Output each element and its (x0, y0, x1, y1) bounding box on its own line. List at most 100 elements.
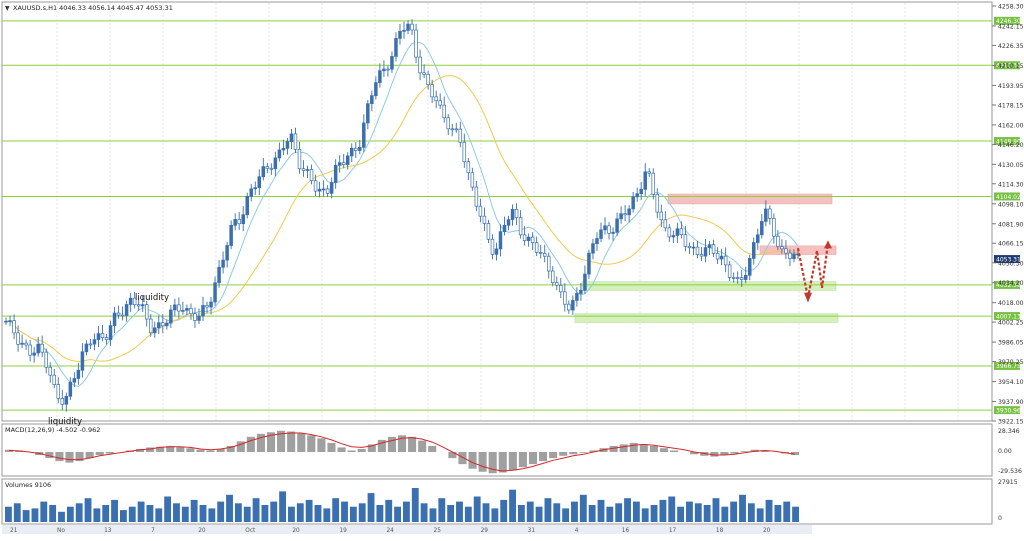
price-tick-label: 4002.25 (998, 320, 1024, 327)
candle-body (333, 164, 338, 183)
volume-bar (279, 491, 287, 522)
volume-bar (288, 506, 295, 522)
price-tick-label: 4146.20 (998, 142, 1024, 149)
volume-bar (49, 505, 57, 522)
candle-body (651, 172, 656, 195)
volume-bar (774, 505, 782, 522)
candle-body (88, 343, 93, 346)
time-label: 19 (339, 528, 347, 534)
candle-body (317, 188, 322, 192)
candle-body (374, 82, 378, 96)
candle-body (514, 209, 519, 218)
candle-body (756, 234, 760, 243)
candle-body (153, 327, 157, 334)
volume-bar (491, 508, 499, 522)
candle-body (293, 133, 298, 150)
candle-body (530, 236, 535, 244)
candle-body (213, 282, 217, 303)
time-label: 20 (198, 528, 206, 534)
volume-bar (332, 498, 340, 522)
macd-label: MACD(12,26,9) -4.502 -0.962 (5, 426, 100, 434)
candle-body (128, 297, 133, 305)
volume-bar (66, 506, 74, 522)
candle-body (116, 312, 121, 316)
level-tag-label: 4148.90 (996, 138, 1021, 145)
candle-body (277, 149, 282, 159)
volume-bar (349, 506, 357, 522)
candle-body (667, 227, 672, 238)
forecast-path (796, 243, 830, 298)
candle-body (655, 194, 660, 213)
price-tick-label: 4034.20 (998, 280, 1024, 287)
candle-body (599, 229, 603, 239)
price-tick-label: 4018.00 (998, 300, 1024, 307)
candle-body (4, 320, 8, 323)
candle-body (140, 304, 145, 307)
candle-body (410, 23, 414, 31)
time-label: 4 (575, 528, 579, 534)
volume-bar (429, 508, 437, 522)
level-tag-label: 3966.75 (996, 363, 1021, 370)
time-label: 18 (716, 528, 724, 534)
candle-body (735, 277, 740, 279)
candle-body (201, 305, 205, 317)
level-tag-label: 3930.96 (996, 407, 1021, 414)
volume-bar (703, 505, 711, 522)
candle-body (450, 128, 455, 131)
candle-body (297, 148, 302, 170)
candle-body (575, 293, 579, 301)
price-tick-label: 4162.00 (998, 122, 1024, 129)
candle-body (446, 117, 450, 130)
candle-body (563, 291, 567, 305)
macd-indicator: 28.346 0.00 -29.536 (4, 428, 1022, 475)
level-tag-label: 4246.30 (996, 18, 1021, 25)
time-label: 25 (434, 528, 442, 534)
candle-body (687, 245, 692, 249)
candle-body (169, 309, 173, 324)
candle-body (587, 252, 591, 275)
candle-body (197, 315, 201, 321)
candle-body (611, 231, 615, 234)
volume-bar (562, 508, 570, 522)
price-tick-label: 4114.30 (998, 181, 1024, 188)
candle-body (237, 219, 241, 225)
candle-body (301, 168, 306, 171)
grid (56, 3, 959, 420)
level-tag (994, 361, 1020, 370)
candle-body (402, 30, 406, 32)
price-tick-label: 4098.10 (998, 201, 1024, 208)
candle-body (84, 343, 89, 353)
candle-body (378, 70, 382, 83)
candle-body (72, 378, 77, 383)
candle-body (104, 337, 109, 341)
candle-body (12, 320, 16, 334)
candle-body (486, 223, 491, 240)
candle-body (24, 342, 28, 346)
candle-body (205, 305, 209, 308)
candle-body (792, 253, 796, 260)
candle-body (518, 217, 523, 236)
candle-body (522, 234, 527, 241)
candle-body (695, 246, 700, 255)
volume-bar (226, 494, 233, 522)
time-axis: 21 No 13 7 20 Oct 20 19 24 25 29 31 4 16 17 18 20 (2, 525, 812, 534)
candle-body (16, 332, 20, 345)
volume-bar (765, 499, 773, 522)
candle-body (289, 133, 294, 142)
level-tag-label: 4210.30 (996, 63, 1021, 70)
volume-axis-label: 27915 (998, 479, 1018, 486)
candles (4, 19, 800, 412)
candle-body (144, 304, 149, 320)
collapse-triangle-icon[interactable]: ▼ (5, 5, 10, 12)
volume-bar (739, 494, 746, 522)
volume-bar (526, 501, 534, 522)
macd-axis-label: -29.536 (998, 468, 1022, 475)
volume-bar (243, 506, 251, 522)
candle-body (482, 215, 487, 224)
time-label: 24 (386, 528, 394, 534)
macd-signal-line (8, 432, 796, 472)
candle-body (28, 344, 32, 356)
candle-body (165, 322, 169, 327)
volume-bar (747, 503, 755, 522)
